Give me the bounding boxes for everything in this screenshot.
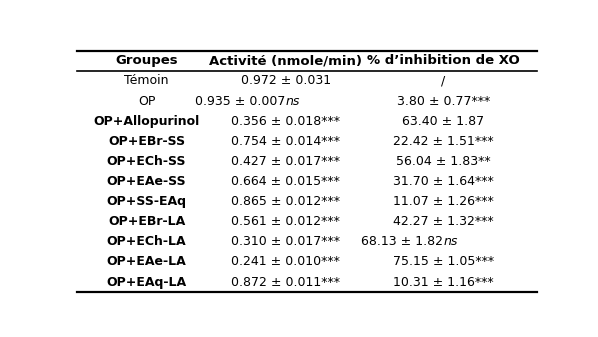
Text: 0.427 ± 0.017***: 0.427 ± 0.017*** (231, 155, 340, 168)
Text: 31.70 ± 1.64***: 31.70 ± 1.64*** (393, 175, 493, 188)
Text: 0.241 ± 0.010***: 0.241 ± 0.010*** (231, 255, 340, 269)
Text: 0.664 ± 0.015***: 0.664 ± 0.015*** (231, 175, 340, 188)
Text: OP+EAe-SS: OP+EAe-SS (107, 175, 187, 188)
Text: OP+SS-EAq: OP+SS-EAq (106, 195, 187, 208)
Text: 0.561 ± 0.012***: 0.561 ± 0.012*** (231, 215, 340, 228)
Text: OP: OP (138, 95, 155, 108)
Text: 68.13 ± 1.82: 68.13 ± 1.82 (361, 235, 443, 248)
Text: 10.31 ± 1.16***: 10.31 ± 1.16*** (393, 276, 493, 288)
Text: OP+EBr-LA: OP+EBr-LA (108, 215, 185, 228)
Text: /: / (441, 74, 446, 88)
Text: 63.40 ± 1.87: 63.40 ± 1.87 (402, 115, 484, 128)
Text: Activité (nmole/min): Activité (nmole/min) (209, 54, 362, 67)
Text: OP+EBr-SS: OP+EBr-SS (108, 135, 185, 148)
Text: 0.872 ± 0.011***: 0.872 ± 0.011*** (231, 276, 340, 288)
Text: ns: ns (443, 235, 457, 248)
Text: 0.310 ± 0.017***: 0.310 ± 0.017*** (231, 235, 340, 248)
Text: Groupes: Groupes (115, 54, 178, 67)
Text: ns: ns (286, 95, 300, 108)
Text: % d’inhibition de XO: % d’inhibition de XO (367, 54, 520, 67)
Text: 11.07 ± 1.26***: 11.07 ± 1.26*** (393, 195, 493, 208)
Text: 3.80 ± 0.77***: 3.80 ± 0.77*** (396, 95, 490, 108)
Text: Témoin: Témoin (124, 74, 169, 88)
Text: 56.04 ± 1.83**: 56.04 ± 1.83** (396, 155, 490, 168)
Text: 0.935 ± 0.007: 0.935 ± 0.007 (195, 95, 286, 108)
Text: OP+ECh-LA: OP+ECh-LA (107, 235, 187, 248)
Text: 22.42 ± 1.51***: 22.42 ± 1.51*** (393, 135, 493, 148)
Text: 0.356 ± 0.018***: 0.356 ± 0.018*** (231, 115, 340, 128)
Text: OP+EAe-LA: OP+EAe-LA (106, 255, 187, 269)
Text: 0.754 ± 0.014***: 0.754 ± 0.014*** (231, 135, 340, 148)
Text: OP+Allopurinol: OP+Allopurinol (93, 115, 200, 128)
Text: 75.15 ± 1.05***: 75.15 ± 1.05*** (393, 255, 494, 269)
Text: 0.865 ± 0.012***: 0.865 ± 0.012*** (231, 195, 340, 208)
Text: 0.972 ± 0.031: 0.972 ± 0.031 (240, 74, 331, 88)
Text: OP+EAq-LA: OP+EAq-LA (106, 276, 187, 288)
Text: 42.27 ± 1.32***: 42.27 ± 1.32*** (393, 215, 493, 228)
Text: OP+ECh-SS: OP+ECh-SS (107, 155, 187, 168)
